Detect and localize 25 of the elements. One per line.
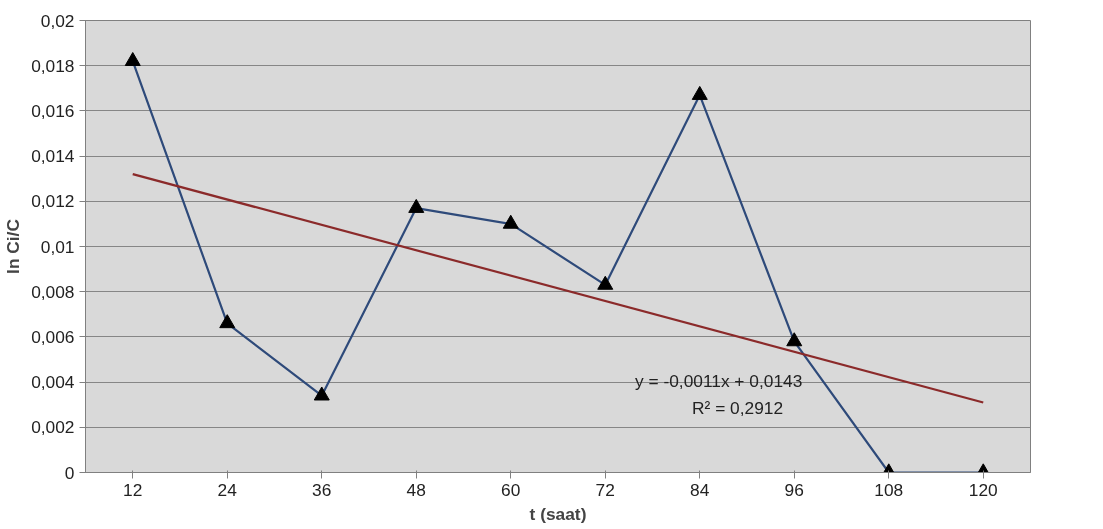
x-tick-label: 72 bbox=[595, 479, 615, 500]
y-axis-title: ln Ci/C bbox=[3, 218, 24, 274]
annotation: y = -0,0011x + 0,0143 bbox=[635, 371, 803, 392]
x-tick-label: 96 bbox=[784, 479, 804, 500]
y-tick-label: 0 bbox=[64, 462, 75, 483]
y-tick-label: 0,018 bbox=[31, 55, 75, 76]
x-tick-label: 108 bbox=[874, 479, 904, 500]
y-tick-label: 0,01 bbox=[40, 236, 75, 257]
x-tick-label: 36 bbox=[312, 479, 332, 500]
y-tick-label: 0,004 bbox=[31, 372, 75, 393]
x-tick-label: 60 bbox=[501, 479, 521, 500]
x-tick-label: 84 bbox=[690, 479, 710, 500]
y-tick-label: 0,012 bbox=[31, 191, 75, 212]
y-tick-label: 0,008 bbox=[31, 281, 75, 302]
x-tick-label: 24 bbox=[217, 479, 238, 500]
y-tick-label: 0,002 bbox=[31, 417, 75, 438]
x-tick-label: 12 bbox=[123, 479, 143, 500]
y-tick-label: 0,014 bbox=[31, 146, 75, 167]
x-tick-label: 120 bbox=[968, 479, 998, 500]
annotation: R² = 0,2912 bbox=[692, 398, 784, 419]
x-axis-title: t (saat) bbox=[529, 503, 587, 524]
y-tick-label: 0,02 bbox=[40, 10, 75, 31]
y-tick-label: 0,006 bbox=[31, 326, 75, 347]
x-tick-label: 48 bbox=[406, 479, 426, 500]
y-tick-label: 0,016 bbox=[31, 100, 75, 121]
